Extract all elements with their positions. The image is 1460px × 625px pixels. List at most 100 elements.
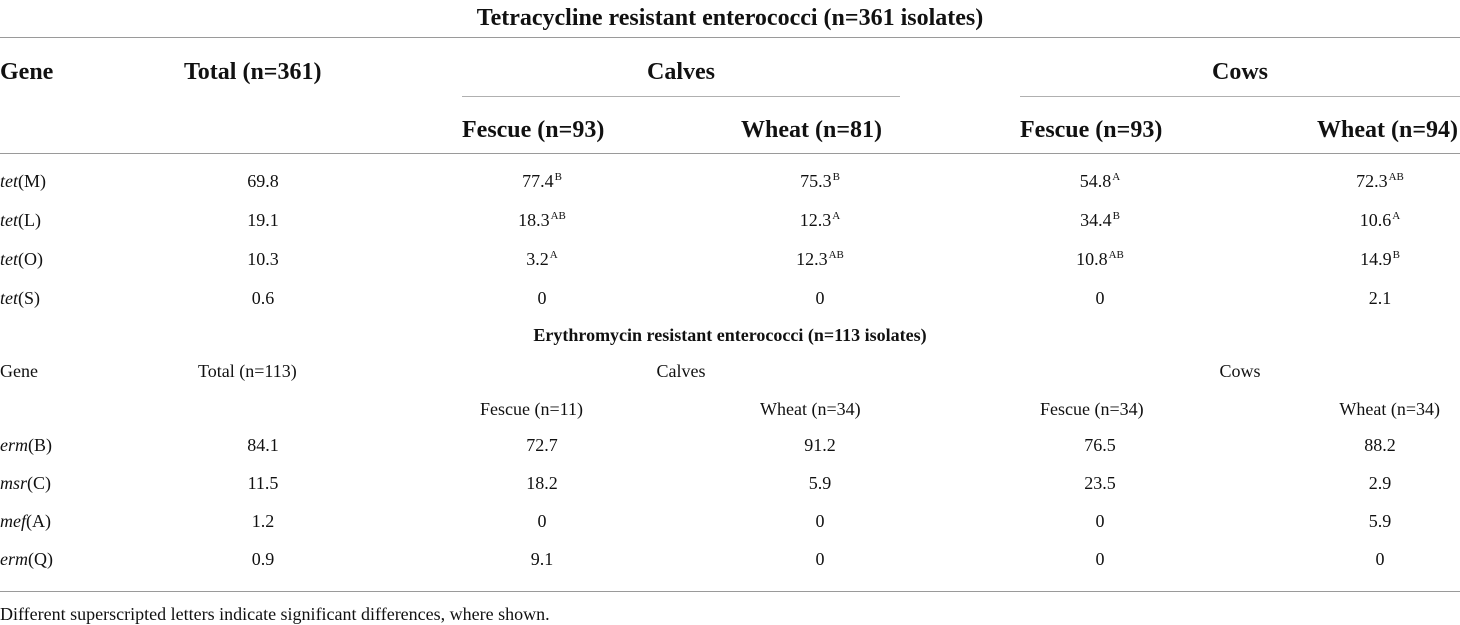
- gene-class: (M): [18, 171, 46, 191]
- gene-name: msr(C): [0, 474, 51, 492]
- gene-family: tet: [0, 288, 18, 308]
- cell-value: 0: [537, 288, 547, 308]
- cell-value: 0: [1375, 549, 1385, 569]
- gene-name: tet(O): [0, 250, 43, 268]
- cell-cows-fescue: 0: [1096, 289, 1105, 307]
- cell-value: 84.1: [247, 435, 279, 455]
- header-calves-fescue: Fescue (n=93): [462, 117, 605, 143]
- cell-value: 2.9: [1368, 473, 1392, 493]
- cell-value: 23.5: [1084, 473, 1116, 493]
- significance-letter: B: [832, 171, 840, 183]
- cell-cows-fescue: 23.5: [1084, 474, 1116, 492]
- cell-cows-wheat: 2.9: [1369, 474, 1392, 492]
- cell-calves-fescue: 77.4B: [522, 171, 562, 191]
- gene-class: (S): [18, 288, 40, 308]
- gene-name: tet(L): [0, 211, 41, 229]
- ery-header-total: Total (n=113): [198, 361, 297, 381]
- cell-calves-fescue: 18.3AB: [518, 210, 566, 230]
- cell-value: 11.5: [247, 473, 279, 493]
- cell-calves-fescue: 3.2A: [526, 249, 557, 269]
- cell-cows-fescue: 0: [1096, 550, 1105, 568]
- cell-value: 54.8: [1079, 171, 1112, 191]
- cell-cows-fescue: 76.5: [1084, 436, 1116, 454]
- cell-calves-wheat: 0: [816, 550, 825, 568]
- cell-value: 0: [815, 288, 825, 308]
- ery-header-gene: Gene: [0, 361, 38, 381]
- ery-header-cows: Cows: [1219, 361, 1261, 381]
- header-calves-wheat: Wheat (n=81): [741, 117, 882, 143]
- significance-letter: AB: [828, 249, 844, 261]
- significance-letter: A: [832, 210, 841, 222]
- gene-family: mef: [0, 511, 26, 531]
- cell-total: 1.2: [252, 512, 275, 530]
- cell-cows-wheat: 2.1: [1369, 289, 1392, 307]
- cell-calves-wheat: 5.9: [809, 474, 832, 492]
- significance-letter: A: [1392, 210, 1401, 222]
- gene-family: erm: [0, 435, 28, 455]
- gene-class: (B): [28, 435, 52, 455]
- cell-cows-wheat: 10.6A: [1360, 210, 1401, 230]
- calves-span-rule: [462, 96, 900, 97]
- cell-value: 0.6: [251, 288, 275, 308]
- cell-value: 0: [1095, 288, 1105, 308]
- erythromycin-section-title: Erythromycin resistant enterococci (n=11…: [533, 325, 927, 345]
- cell-value: 10.8: [1076, 249, 1108, 269]
- significance-letter: AB: [550, 210, 566, 222]
- header-gene: Gene: [0, 59, 54, 85]
- cell-total: 69.8: [247, 172, 279, 190]
- cell-value: 75.3: [800, 171, 832, 191]
- cell-cows-wheat: 5.9: [1369, 512, 1392, 530]
- gene-family: msr: [0, 473, 28, 493]
- cell-calves-fescue: 0: [538, 289, 547, 307]
- cell-value: 0: [1095, 511, 1105, 531]
- cell-value: 2.1: [1368, 288, 1392, 308]
- gene-family: tet: [0, 249, 18, 269]
- cell-total: 84.1: [247, 436, 279, 454]
- significance-letter: B: [1392, 249, 1400, 261]
- cell-value: 76.5: [1084, 435, 1116, 455]
- cell-calves-fescue: 9.1: [531, 550, 554, 568]
- header-calves: Calves: [647, 59, 715, 85]
- gene-family: tet: [0, 210, 18, 230]
- cell-calves-fescue: 72.7: [526, 436, 558, 454]
- gene-name: mef(A): [0, 512, 51, 530]
- cell-cows-fescue: 54.8A: [1079, 171, 1121, 191]
- header-bottom-rule: [0, 153, 1460, 154]
- gene-name: tet(S): [0, 289, 40, 307]
- header-total: Total (n=361): [184, 59, 322, 85]
- cell-value: 77.4: [522, 171, 554, 191]
- gene-family: erm: [0, 549, 28, 569]
- ery-header-calves-wheat: Wheat (n=34): [760, 399, 861, 419]
- cell-total: 19.1: [247, 211, 279, 229]
- significance-letter: A: [1112, 171, 1121, 183]
- cell-value: 18.3: [518, 210, 550, 230]
- gene-class: (O): [18, 249, 43, 269]
- gene-class: (L): [18, 210, 41, 230]
- cell-value: 12.3: [796, 249, 828, 269]
- cell-value: 0: [815, 511, 825, 531]
- cell-value: 19.1: [247, 210, 279, 230]
- significance-letter: B: [1112, 210, 1120, 222]
- cell-total: 10.3: [247, 250, 279, 268]
- cell-calves-wheat: 91.2: [804, 436, 836, 454]
- ery-header-cows-wheat: Wheat (n=34): [1339, 399, 1440, 419]
- cell-value: 3.2: [526, 249, 549, 269]
- header-cows: Cows: [1211, 59, 1269, 85]
- top-rule: [0, 37, 1460, 38]
- cows-span-rule: [1020, 96, 1460, 97]
- cell-cows-fescue: 0: [1096, 512, 1105, 530]
- ery-header-cows-fescue: Fescue (n=34): [1040, 399, 1144, 419]
- cell-value: 1.2: [251, 511, 275, 531]
- ery-header-calves-fescue: Fescue (n=11): [480, 399, 583, 419]
- cell-value: 69.8: [247, 171, 279, 191]
- cell-total: 0.9: [252, 550, 275, 568]
- cell-calves-wheat: 75.3B: [800, 171, 840, 191]
- cell-value: 0: [1095, 549, 1105, 569]
- gene-class: (A): [26, 511, 51, 531]
- cell-cows-fescue: 34.4B: [1080, 210, 1120, 230]
- significance-letter: AB: [1108, 249, 1124, 261]
- cell-value: 91.2: [804, 435, 836, 455]
- cell-value: 0: [537, 511, 547, 531]
- cell-calves-wheat: 0: [816, 512, 825, 530]
- cell-cows-fescue: 10.8AB: [1076, 249, 1124, 269]
